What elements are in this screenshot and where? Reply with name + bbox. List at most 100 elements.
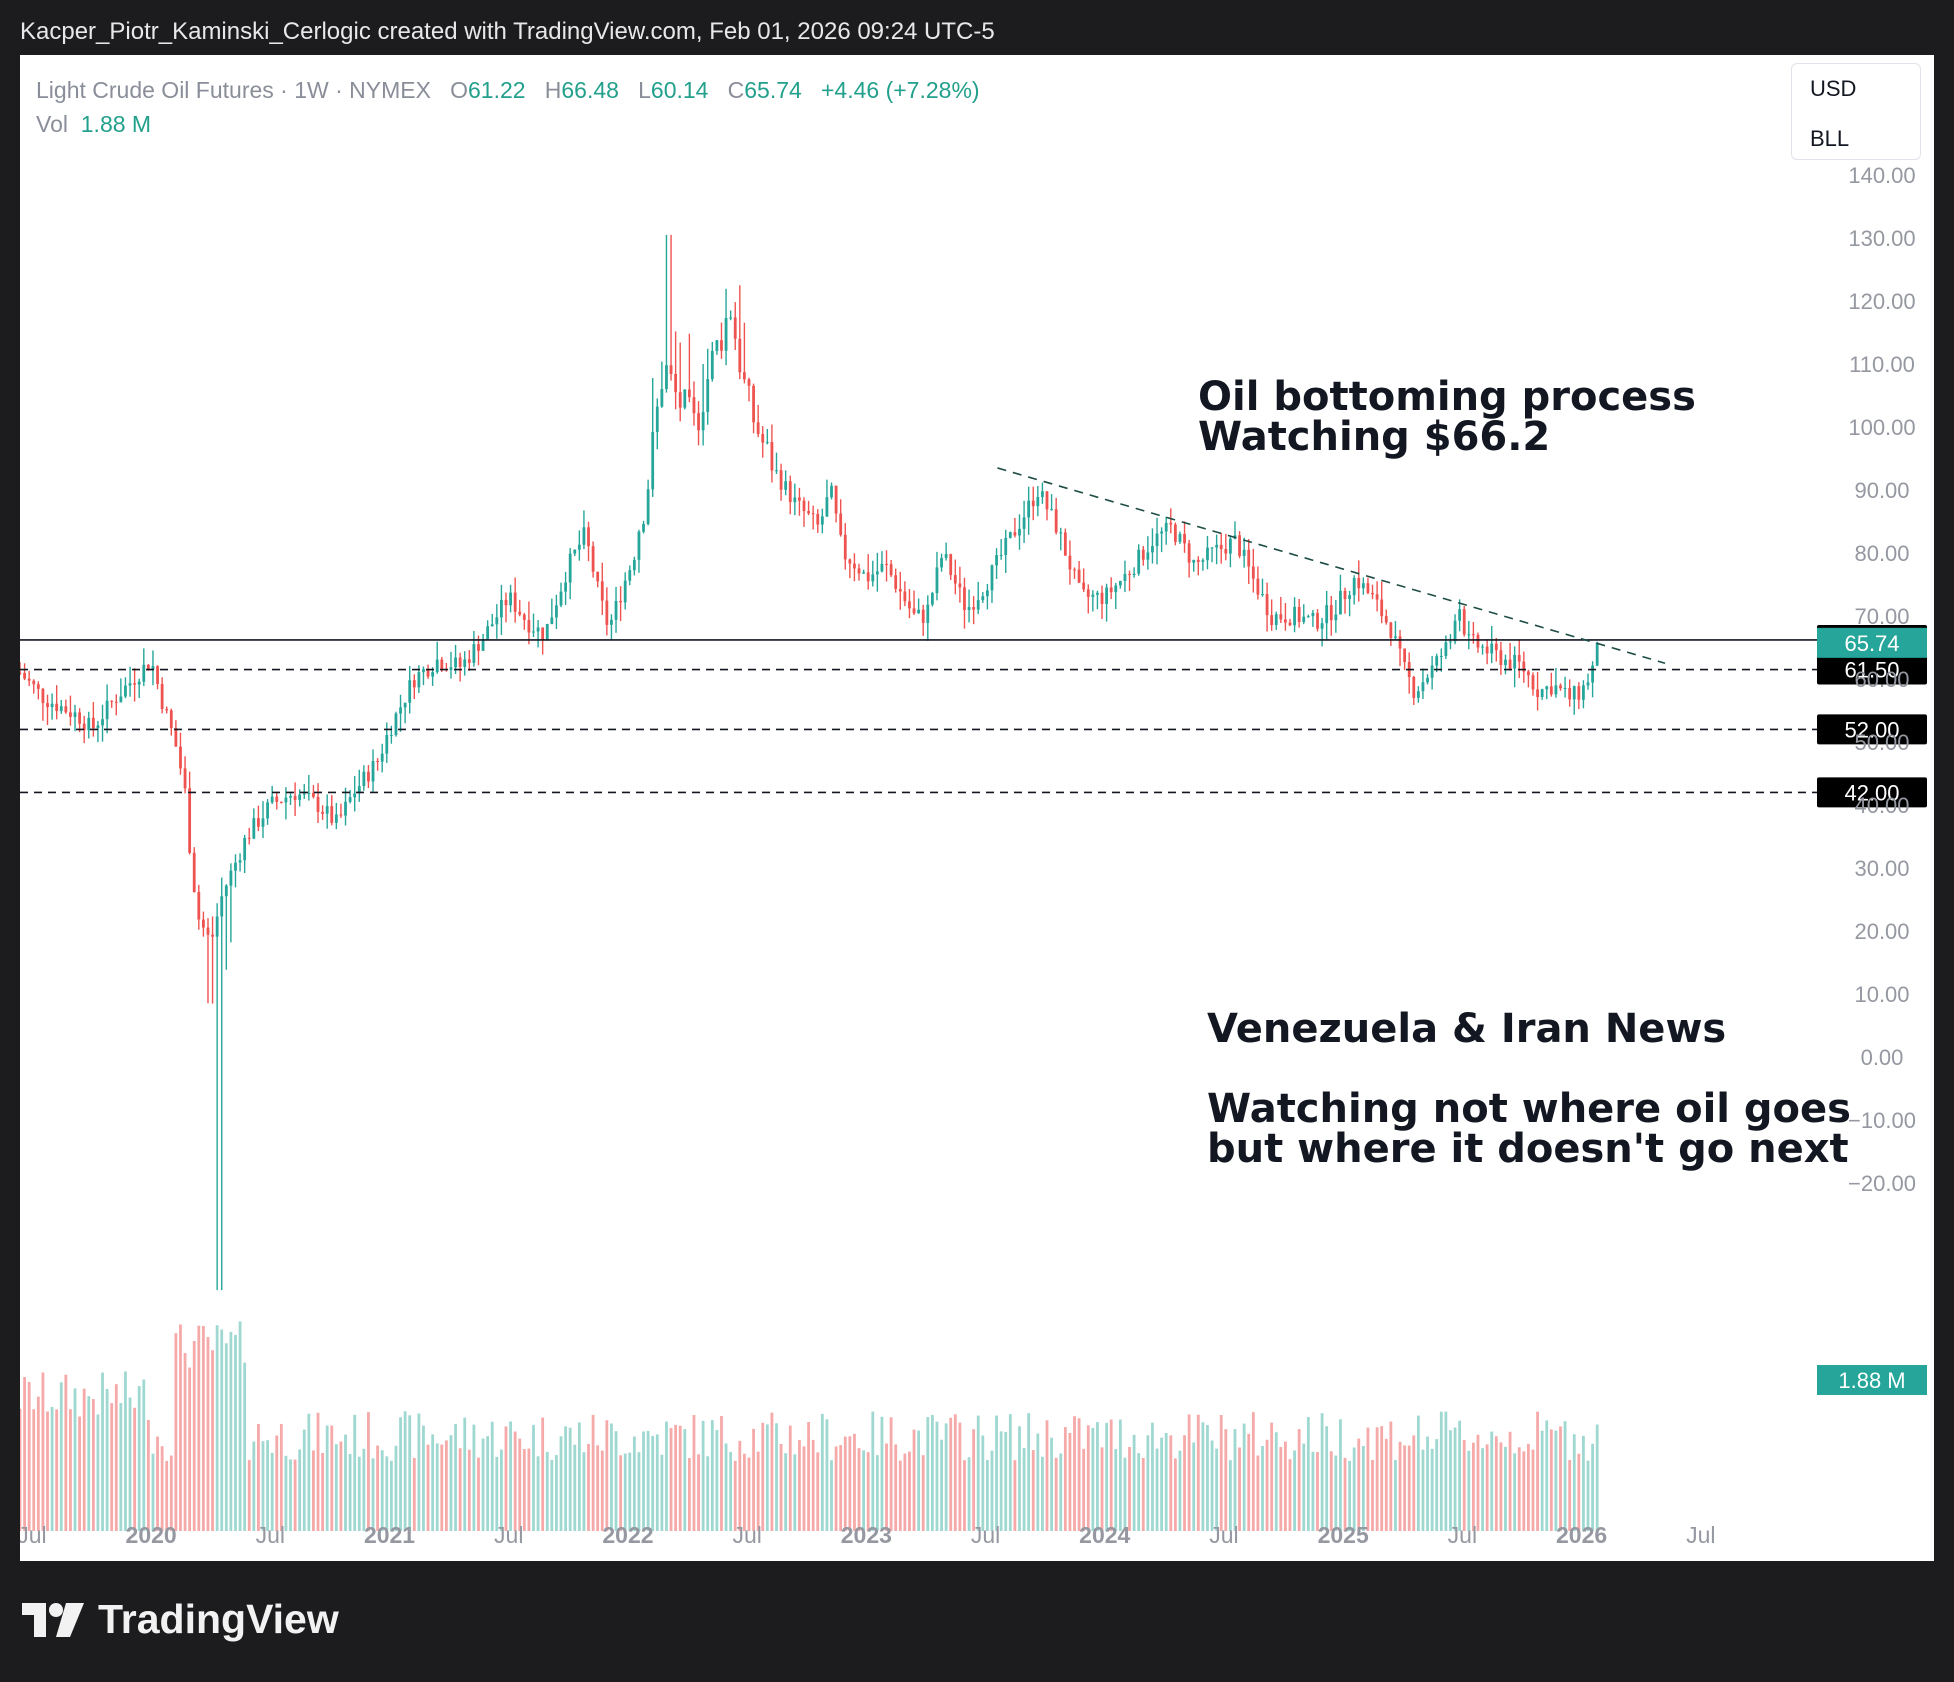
volume-bar xyxy=(628,1452,632,1531)
candle xyxy=(1183,521,1186,553)
unit-label[interactable]: BLL xyxy=(1810,126,1850,151)
volume-bar xyxy=(1403,1445,1407,1531)
volume-bar xyxy=(1554,1430,1558,1531)
volume-bar xyxy=(1096,1422,1099,1531)
volume-bar xyxy=(1082,1448,1086,1531)
candle xyxy=(128,666,132,697)
candle-body xyxy=(357,786,361,794)
volume-bar xyxy=(1568,1460,1572,1531)
candle-body xyxy=(458,657,462,667)
candle xyxy=(729,310,733,321)
volume-bar xyxy=(930,1414,934,1531)
volume-bar xyxy=(1504,1446,1507,1531)
volume-bar xyxy=(266,1440,269,1531)
candle-body xyxy=(1325,605,1329,624)
volume-bar xyxy=(1458,1420,1462,1531)
volume-bar xyxy=(316,1412,320,1531)
candle-body xyxy=(880,563,884,572)
candle-body xyxy=(119,696,123,703)
candle-body xyxy=(1228,538,1232,554)
candle xyxy=(807,500,810,516)
candle-body xyxy=(1536,689,1539,698)
candle xyxy=(1384,609,1388,625)
candle-body xyxy=(1284,619,1287,623)
candle xyxy=(798,487,801,516)
candle-body xyxy=(1105,587,1109,604)
candle xyxy=(1073,567,1076,579)
currency-unit-selector[interactable]: USD BLL xyxy=(1791,63,1921,160)
candle xyxy=(1449,634,1452,650)
volume-bar xyxy=(46,1411,49,1531)
volume-bar xyxy=(545,1451,549,1531)
volume-bar xyxy=(940,1439,943,1531)
volume-bar xyxy=(1302,1443,1306,1531)
volume-bar xyxy=(701,1420,705,1531)
volume-bar xyxy=(1508,1431,1512,1531)
volume-bar xyxy=(710,1420,714,1531)
volume-bar xyxy=(981,1435,985,1531)
candle xyxy=(1302,604,1306,625)
volume-bar xyxy=(1100,1447,1104,1531)
candle-body xyxy=(866,572,870,582)
volume-bar xyxy=(458,1448,462,1531)
volume-bar xyxy=(857,1448,861,1531)
candle-body xyxy=(124,685,127,697)
volume-bar xyxy=(146,1419,150,1531)
candle xyxy=(830,482,833,500)
candle xyxy=(1004,529,1008,573)
candle xyxy=(1439,648,1443,672)
volume-bar xyxy=(330,1425,334,1531)
volume-bar xyxy=(59,1382,63,1531)
candle-body xyxy=(128,683,132,686)
candle-body xyxy=(1476,634,1480,648)
candle xyxy=(1595,641,1599,667)
volume-bar xyxy=(999,1431,1003,1531)
candle xyxy=(344,787,347,826)
candle xyxy=(289,791,292,805)
candle-body xyxy=(1279,614,1283,620)
volume-bar xyxy=(50,1406,54,1531)
candle-body xyxy=(1302,616,1306,623)
candle xyxy=(1187,539,1191,578)
volume-bar xyxy=(614,1431,618,1531)
candle xyxy=(687,333,691,403)
volume-bar xyxy=(1086,1425,1090,1531)
candle xyxy=(756,404,760,438)
candle xyxy=(720,322,723,359)
low-value: 60.14 xyxy=(650,77,709,103)
tradingview-logo[interactable]: TradingView xyxy=(22,1596,339,1643)
candle xyxy=(105,684,109,734)
volume-bar xyxy=(1155,1448,1159,1531)
volume-bar xyxy=(1073,1416,1076,1531)
candle-body xyxy=(738,338,742,373)
x-tick-label: Jul xyxy=(971,1522,1000,1548)
candle-body xyxy=(1320,623,1324,629)
candle-body xyxy=(27,678,31,681)
candle xyxy=(1531,672,1535,696)
volume-bar xyxy=(935,1421,939,1531)
volume-bar xyxy=(1183,1435,1186,1531)
candle xyxy=(1137,544,1141,576)
volume-bar xyxy=(224,1343,228,1531)
volume-bar xyxy=(866,1452,870,1531)
volume-bar xyxy=(1265,1439,1269,1531)
volume-bar xyxy=(697,1454,700,1531)
candle xyxy=(866,554,870,590)
candle xyxy=(403,702,407,724)
volume-bar xyxy=(674,1424,678,1531)
volume-bar xyxy=(463,1417,467,1531)
candle-body xyxy=(1045,491,1049,510)
candle xyxy=(963,577,966,629)
candle xyxy=(1155,517,1159,565)
candle-body xyxy=(743,372,746,380)
currency-label[interactable]: USD xyxy=(1810,76,1857,101)
candle-body xyxy=(1435,656,1439,666)
candle xyxy=(1494,637,1498,662)
candle-body xyxy=(674,373,678,393)
candle-body xyxy=(1123,573,1127,581)
candle xyxy=(279,801,283,804)
candle-body xyxy=(564,582,567,592)
candle xyxy=(59,699,63,714)
